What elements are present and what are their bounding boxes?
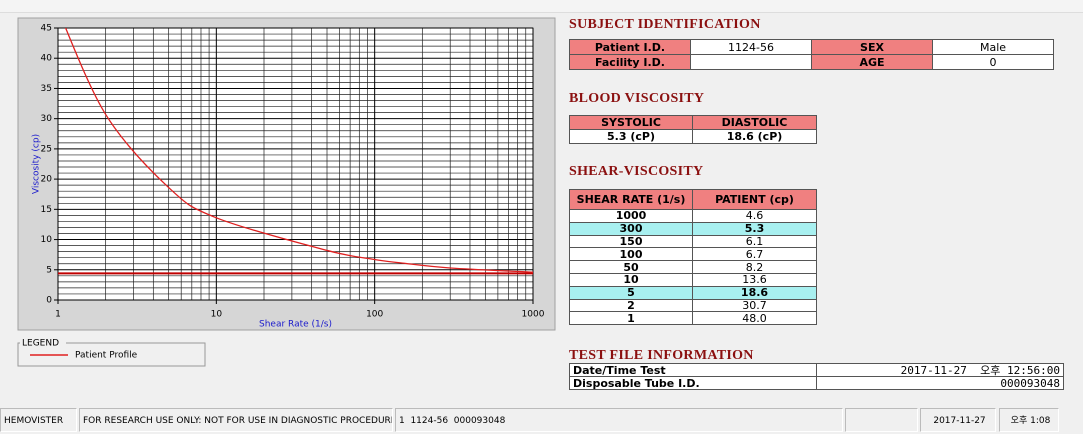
table-row: SYSTOLIC DIASTOLIC (569, 115, 817, 130)
y-tick-label: 30 (41, 114, 53, 124)
table-row: 10 13.6 (569, 272, 817, 287)
y-tick-label: 5 (46, 265, 52, 275)
section-title: SHEAR-VISCOSITY (569, 164, 704, 179)
section-title: TEST FILE INFORMATION (569, 348, 754, 363)
table-cell: Male (932, 39, 1054, 55)
table-cell: 5.3 (cP) (569, 129, 693, 144)
plot-clip (58, 28, 533, 275)
table-row: 5 18.6 (569, 285, 817, 300)
y-tick-label: 40 (41, 54, 53, 64)
table-row: Date/Time Test 2017-11-27 오후 12:56:00 (569, 363, 1064, 377)
table-row: 1000 4.6 (569, 209, 817, 223)
table-cell: 300 (569, 221, 693, 236)
table-cell: 18.6 (cP) (692, 129, 817, 144)
table-row: Disposable Tube I.D. 000093048 (569, 376, 1064, 390)
x-tick-label: 10 (211, 310, 223, 320)
table-row: 100 6.7 (569, 247, 817, 262)
table-cell: 10 (569, 272, 693, 287)
y-tick-label: 15 (41, 205, 52, 215)
table-cell: 0 (932, 54, 1054, 70)
y-tick-label: 45 (41, 24, 52, 34)
y-tick-label: 25 (41, 144, 52, 154)
shear-table: SHEAR RATE (1/s) PATIENT (cp) 1000 4.6 300 5.… (569, 189, 817, 326)
table-cell: 000093048 (816, 376, 1064, 390)
table-cell: 18.6 (692, 285, 817, 300)
table-cell: 150 (569, 234, 693, 249)
table-header: SYSTOLIC (569, 115, 693, 130)
table-row: 150 6.1 (569, 234, 817, 249)
y-tick-label: 0 (46, 296, 52, 306)
table-cell: 8.2 (692, 260, 817, 274)
table-cell: 50 (569, 260, 693, 274)
table-cell: Patient I.D. (569, 39, 691, 55)
table-cell: 13.6 (692, 272, 817, 287)
table-row: 2 30.7 (569, 298, 817, 313)
status-cell: 2017-11-27 (920, 408, 996, 432)
table-header: SHEAR RATE (1/s) (569, 189, 693, 210)
table-cell: 4.6 (692, 209, 817, 223)
table-row: 300 5.3 (569, 221, 817, 236)
table-row: SHEAR RATE (1/s) PATIENT (cp) (569, 189, 817, 210)
data-line (64, 28, 533, 273)
table-cell: 30.7 (692, 298, 817, 313)
table-cell: 1000 (569, 209, 693, 223)
table-cell: 2017-11-27 오후 12:56:00 (816, 363, 1064, 377)
status-cell: 오후 1:08 (999, 408, 1059, 432)
table-cell: Date/Time Test (569, 363, 817, 377)
y-tick-label: 35 (41, 84, 52, 94)
table-row: 5.3 (cP) 18.6 (cP) (569, 129, 817, 144)
y-axis-label: Viscosity (cp) (32, 134, 42, 194)
table-cell: 2 (569, 298, 693, 313)
status-cell (845, 408, 918, 432)
table-cell: 6.7 (692, 247, 817, 262)
table-cell (690, 54, 812, 70)
table-cell: AGE (811, 54, 933, 70)
x-axis-label: Shear Rate (1/s) (259, 320, 332, 330)
section-title: SUBJECT IDENTIFICATION (569, 17, 761, 32)
chart: 0 5 10 15 20 25 30 35 40 45 1 10 100 1000 Shear Rate (… (17, 17, 556, 367)
table-cell: 1124-56 (690, 39, 812, 55)
table-cell: 6.1 (692, 234, 817, 249)
x-tick-label: 100 (366, 310, 383, 320)
x-tick-label: 1 (55, 310, 61, 320)
table-row: Facility I.D. AGE 0 (569, 54, 1054, 70)
table-cell: 5 (569, 285, 693, 300)
table-cell: Facility I.D. (569, 54, 691, 70)
table-row: Patient I.D. 1124-56 SEX Male (569, 39, 1054, 55)
blood-table: SYSTOLIC DIASTOLIC 5.3 (cP) 18.6 (cP) (569, 115, 817, 144)
test-file-table: Date/Time Test 2017-11-27 오후 12:56:00 Disp… (569, 363, 1064, 390)
table-row: 1 48.0 (569, 311, 817, 326)
table-cell: 48.0 (692, 311, 817, 326)
table-cell: SEX (811, 39, 933, 55)
table-row: 50 8.2 (569, 260, 817, 274)
table-cell: 5.3 (692, 221, 817, 236)
status-cell: HEMOVISTER (0, 408, 77, 432)
top-strip (0, 0, 1083, 13)
section-title: BLOOD VISCOSITY (569, 91, 705, 106)
legend-title-bg (20, 337, 66, 349)
legend-box (17, 342, 206, 367)
table-header: DIASTOLIC (692, 115, 817, 130)
status-cell: 1 1124-56 000093048 (395, 408, 843, 432)
table-header: PATIENT (cp) (692, 189, 817, 210)
status-cell: FOR RESEARCH USE ONLY: NOT FOR USE IN DI… (79, 408, 393, 432)
y-tick-label: 20 (41, 175, 53, 185)
plot-area (57, 27, 534, 301)
table-cell: 1 (569, 311, 693, 326)
x-tick-label: 1000 (522, 310, 545, 320)
table-cell: Disposable Tube I.D. (569, 376, 817, 390)
table-cell: 100 (569, 247, 693, 262)
legend-title: LEGEND (22, 339, 59, 349)
legend-label: Patient Profile (75, 351, 138, 361)
y-tick-label: 10 (41, 235, 53, 245)
subject-table: Patient I.D. 1124-56 SEX Male Facility I.D. A… (569, 39, 1054, 70)
